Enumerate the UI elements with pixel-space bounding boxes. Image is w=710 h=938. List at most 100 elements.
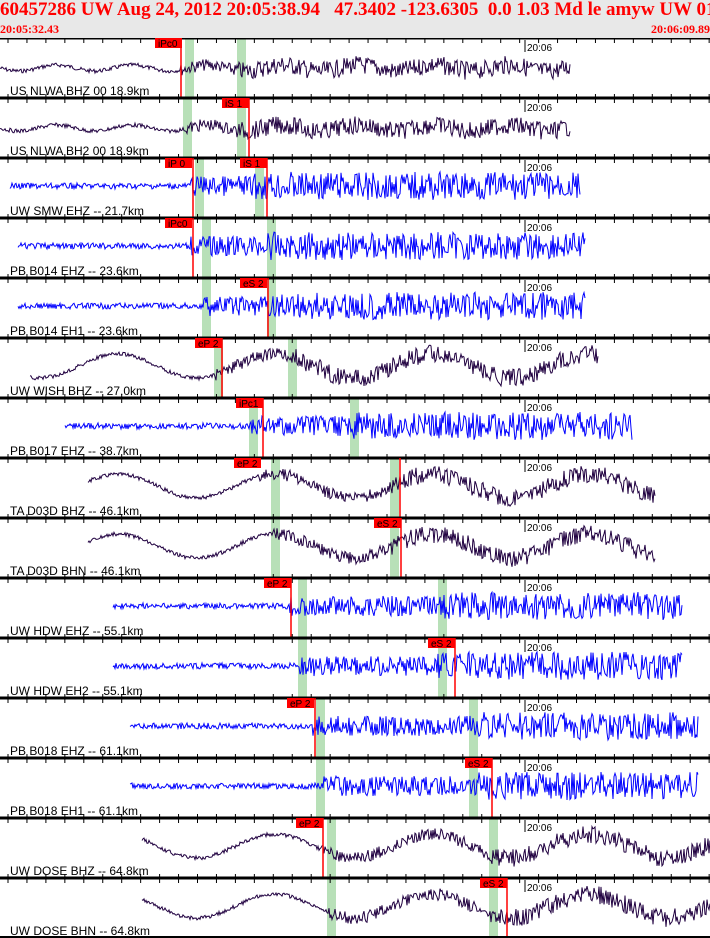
pick-label: eS 2 bbox=[377, 519, 398, 530]
trace-row[interactable]: 20:06 eS 2 PB B014 EH1 -- 23.6km bbox=[0, 274, 710, 338]
trace-row[interactable]: 20:06 iP 0 iS 1 UW SMW EHZ -- 21.7km bbox=[0, 154, 710, 218]
waveform bbox=[112, 650, 683, 681]
pick-flag[interactable] bbox=[165, 158, 192, 168]
waveform bbox=[112, 590, 683, 621]
station-label: UW WISH BHZ -- 27.0km bbox=[10, 384, 146, 398]
pick-window bbox=[237, 38, 246, 98]
pick-flag[interactable] bbox=[195, 338, 222, 348]
time-marker: 20:06 bbox=[527, 103, 552, 114]
pick-window bbox=[390, 458, 399, 518]
pick-window bbox=[438, 638, 447, 698]
pick-window bbox=[327, 878, 336, 938]
pick-flag[interactable] bbox=[374, 518, 401, 528]
waveform bbox=[141, 824, 710, 868]
pick-window bbox=[298, 578, 307, 638]
time-marker: 20:06 bbox=[527, 703, 552, 714]
time-marker: 20:06 bbox=[527, 583, 552, 594]
trace-row[interactable]: 20:06 eS 2 UW DOSE BHN -- 64.8km bbox=[0, 874, 710, 938]
pick-window bbox=[255, 158, 264, 218]
pick-window bbox=[489, 818, 498, 878]
waveform bbox=[87, 466, 656, 508]
station-label: UW HDW EHZ -- 55.1km bbox=[10, 624, 143, 638]
pick-label: iPc0 bbox=[158, 39, 178, 50]
waveform bbox=[17, 230, 586, 261]
time-marker: 20:06 bbox=[527, 883, 552, 894]
trace-row[interactable]: 20:06 iS 1 US NLWA BH2 00 18.9km bbox=[0, 94, 710, 158]
pick-window bbox=[469, 698, 478, 758]
trace-row[interactable]: 20:06 eS 2 TA D03D BHN -- 46.1km bbox=[0, 514, 710, 578]
trace-row[interactable]: 20:06 eS 2 UW HDW EH2 -- 55.1km bbox=[0, 634, 710, 698]
waveform bbox=[141, 885, 710, 927]
pick-label: iS 1 bbox=[243, 159, 261, 170]
trace-row[interactable]: 20:06 eP 2 PB B018 EHZ -- 61.1km bbox=[0, 694, 710, 758]
pick-window bbox=[288, 338, 297, 398]
pick-window bbox=[214, 338, 223, 398]
pick-window bbox=[489, 878, 498, 938]
time-marker: 20:06 bbox=[527, 223, 552, 234]
station-label: UW SMW EHZ -- 21.7km bbox=[10, 204, 144, 218]
time-marker: 20:06 bbox=[527, 823, 552, 834]
time-marker: 20:06 bbox=[527, 283, 552, 294]
waveform bbox=[0, 56, 571, 81]
trace-row[interactable]: 20:06 eP 2 UW HDW EHZ -- 55.1km bbox=[0, 574, 710, 638]
pick-label: eS 2 bbox=[468, 759, 489, 770]
start-time: 20:05:32.43 bbox=[0, 22, 59, 36]
pick-window bbox=[271, 458, 280, 518]
trace-row[interactable]: 20:06 eS 2 PB B018 EH1 -- 61.1km bbox=[0, 754, 710, 818]
station-label: PB B014 EHZ -- 23.6km bbox=[10, 264, 139, 278]
pick-label: eS 2 bbox=[431, 639, 452, 650]
time-marker: 20:06 bbox=[527, 43, 552, 54]
trace-row[interactable]: 20:06 iPc0 US NLWA BHZ 00 18.9km bbox=[0, 38, 710, 98]
pick-flag[interactable] bbox=[222, 98, 249, 108]
station-label: UW DOSE BHZ -- 64.8km bbox=[10, 864, 149, 878]
trace-row[interactable]: 20:06 eP 2 TA D03D BHZ -- 46.1km bbox=[0, 454, 710, 518]
waveform bbox=[29, 344, 599, 388]
pick-label: iP 0 bbox=[168, 159, 185, 170]
trace-row[interactable]: 20:06 iPc0 PB B014 EHZ -- 23.6km bbox=[0, 214, 710, 278]
pick-window bbox=[271, 518, 280, 578]
pick-window bbox=[202, 218, 211, 278]
pick-label: iPc1 bbox=[239, 399, 259, 410]
pick-flag[interactable] bbox=[287, 698, 314, 708]
pick-label: eP 2 bbox=[299, 819, 320, 830]
station-label: US NLWA BHZ 00 18.9km bbox=[10, 84, 149, 98]
waveform bbox=[64, 410, 633, 440]
pick-flag[interactable] bbox=[264, 578, 291, 588]
event-header: 60457286 UW Aug 24, 2012 20:05:38.94 47.… bbox=[0, 0, 710, 38]
pick-label: eP 2 bbox=[237, 459, 258, 470]
pick-flag[interactable] bbox=[296, 818, 323, 828]
pick-label: iPc0 bbox=[168, 219, 188, 230]
waveform bbox=[0, 116, 571, 141]
end-time: 20:06:09.89 bbox=[651, 22, 710, 36]
station-label: PB B014 EH1 -- 23.6km bbox=[10, 324, 138, 338]
pick-flag[interactable] bbox=[165, 218, 192, 228]
time-marker: 20:06 bbox=[527, 763, 552, 774]
pick-flag[interactable] bbox=[240, 158, 267, 168]
time-marker: 20:06 bbox=[527, 523, 552, 534]
pick-window bbox=[390, 518, 399, 578]
time-marker: 20:06 bbox=[527, 403, 552, 414]
waveform bbox=[17, 290, 586, 322]
pick-flag[interactable] bbox=[236, 398, 263, 408]
pick-flag[interactable] bbox=[240, 278, 267, 288]
pick-label: eP 2 bbox=[267, 579, 288, 590]
waveform bbox=[87, 524, 656, 567]
pick-flag[interactable] bbox=[428, 638, 455, 648]
waveform bbox=[129, 712, 699, 742]
pick-window bbox=[469, 758, 478, 818]
event-title: 60457286 UW Aug 24, 2012 20:05:38.94 47.… bbox=[0, 0, 710, 20]
pick-flag[interactable] bbox=[480, 878, 507, 888]
trace-row[interactable]: 20:06 eP 2 UW DOSE BHZ -- 64.8km bbox=[0, 814, 710, 878]
time-marker: 20:06 bbox=[527, 163, 552, 174]
trace-row[interactable]: 20:06 iPc1 PB B017 EHZ -- 38.7km bbox=[0, 394, 710, 458]
time-marker: 20:06 bbox=[527, 343, 552, 354]
trace-row[interactable]: 20:06 eP 2 UW WISH BHZ -- 27.0km bbox=[0, 334, 710, 398]
pick-flag[interactable] bbox=[234, 458, 261, 468]
pick-flag[interactable] bbox=[465, 758, 492, 768]
time-marker: 20:06 bbox=[527, 463, 552, 474]
seismogram-panel[interactable]: 20:06 iPc0 US NLWA BHZ 00 18.9km 20:06 iS 1 U… bbox=[0, 38, 710, 938]
pick-window bbox=[202, 278, 211, 338]
time-marker: 20:06 bbox=[527, 643, 552, 654]
pick-flag[interactable] bbox=[155, 38, 182, 48]
station-label: PB B017 EHZ -- 38.7km bbox=[10, 444, 139, 458]
